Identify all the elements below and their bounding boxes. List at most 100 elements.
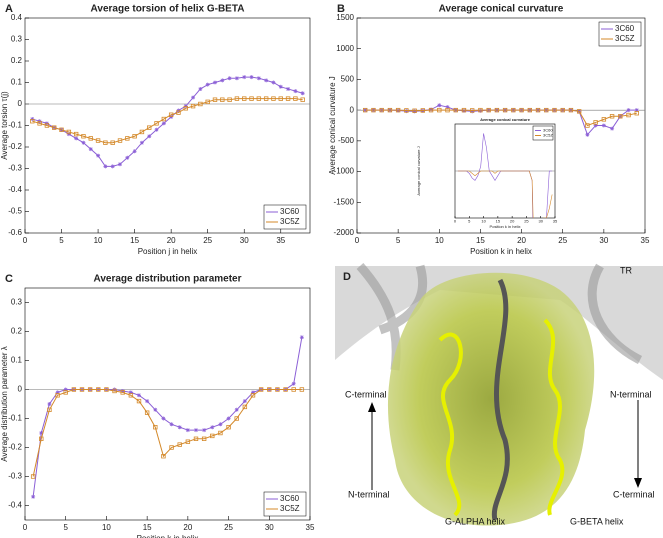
helix xyxy=(543,318,565,516)
marker xyxy=(212,97,218,102)
x-tick-label: 30 xyxy=(265,523,274,532)
marker xyxy=(30,474,36,479)
marker xyxy=(234,416,239,421)
x-axis-label: Position k in helix xyxy=(137,534,199,538)
marker xyxy=(234,76,239,81)
y-axis-label: Average distribution parameter λ xyxy=(0,346,9,461)
x-tick-label: 15 xyxy=(130,236,139,245)
marker xyxy=(227,97,232,102)
x-tick-label: 10 xyxy=(94,236,103,245)
y-tick-label: 0.4 xyxy=(11,13,23,22)
marker xyxy=(31,494,36,499)
marker xyxy=(112,388,117,394)
y-tick-label: 500 xyxy=(341,75,355,84)
y-tick-label: -0.2 xyxy=(8,443,22,452)
marker xyxy=(461,108,466,113)
marker xyxy=(194,428,198,433)
y-tick-label: -0.1 xyxy=(8,414,22,423)
marker xyxy=(256,76,261,81)
marker xyxy=(634,108,639,113)
marker xyxy=(437,107,442,113)
marker xyxy=(47,402,52,406)
y-tick-label: 0.2 xyxy=(11,327,23,336)
marker xyxy=(120,390,125,395)
marker xyxy=(193,436,199,441)
marker xyxy=(258,387,264,392)
marker xyxy=(136,398,142,404)
x-tick-label: 35 xyxy=(641,236,650,245)
legend-box xyxy=(598,21,642,47)
x-tick-label: 0 xyxy=(454,219,457,224)
y-tick-label: -0.4 xyxy=(8,185,22,194)
x-tick-label: 10 xyxy=(435,236,444,245)
marker xyxy=(55,390,60,395)
marker xyxy=(264,78,269,83)
legend-label: 3C60 xyxy=(280,207,300,216)
chart: Average distribution parameter C Position … xyxy=(0,273,315,538)
x-tick-label: 25 xyxy=(558,236,567,245)
y-tick-label: -0.1 xyxy=(8,121,22,130)
marker xyxy=(511,107,516,113)
marker xyxy=(285,96,291,101)
marker xyxy=(169,422,174,427)
x-tick-label: 25 xyxy=(224,523,233,532)
x-axis-label: Position k in helix xyxy=(470,247,532,256)
x-tick-label: 10 xyxy=(481,219,486,224)
y-tick-label: 0.3 xyxy=(11,298,23,307)
y-tick-label: 0.3 xyxy=(11,35,23,44)
marker xyxy=(185,428,190,433)
marker xyxy=(300,91,305,96)
marker xyxy=(88,147,93,152)
marker xyxy=(286,86,291,91)
marker xyxy=(125,136,130,141)
y-tick-label: -0.2 xyxy=(8,142,22,151)
marker xyxy=(249,75,254,80)
marker xyxy=(161,116,167,122)
series-line xyxy=(32,98,303,144)
marker xyxy=(445,105,450,110)
marker xyxy=(202,428,207,433)
chart-title: Average conical curvature xyxy=(480,117,531,122)
x-tick-label: 25 xyxy=(524,219,529,224)
plot-area xyxy=(24,287,311,521)
marker xyxy=(267,387,272,392)
y-tick-label: -2000 xyxy=(334,228,355,237)
marker xyxy=(210,425,215,430)
marker xyxy=(39,431,44,435)
y-tick-label: 0 xyxy=(18,385,23,394)
marker xyxy=(428,107,434,113)
marker xyxy=(263,96,269,101)
x-tick-label: 10 xyxy=(102,523,111,532)
marker xyxy=(256,96,262,101)
marker xyxy=(568,107,574,113)
marker xyxy=(63,387,68,392)
x-axis-label: Position k in helix xyxy=(490,224,521,229)
marker xyxy=(44,123,50,128)
x-tick-label: 20 xyxy=(517,236,526,245)
x-tick-label: 0 xyxy=(23,236,28,245)
marker xyxy=(147,134,152,139)
marker xyxy=(363,107,368,113)
label: C-terminal xyxy=(613,489,655,499)
arrow-head xyxy=(368,402,376,412)
marker xyxy=(104,387,109,392)
marker xyxy=(478,108,483,113)
helix xyxy=(491,278,510,521)
y-axis-label: Average torsion τ(j) xyxy=(0,91,9,160)
panel-d: D TR C-terminal N-terminal N-terminal C-… xyxy=(335,263,663,538)
marker xyxy=(251,390,255,395)
marker xyxy=(300,97,305,102)
x-tick-label: 5 xyxy=(59,236,64,245)
marker xyxy=(226,424,231,430)
y-tick-label: 1500 xyxy=(336,13,354,22)
marker xyxy=(147,125,152,130)
x-tick-label: 5 xyxy=(396,236,401,245)
marker xyxy=(618,114,623,119)
marker xyxy=(47,407,52,412)
marker xyxy=(81,140,86,145)
marker xyxy=(404,109,409,114)
marker xyxy=(144,410,150,415)
marker xyxy=(168,112,174,117)
chart-title: Average torsion of helix G-BETA xyxy=(91,4,245,15)
